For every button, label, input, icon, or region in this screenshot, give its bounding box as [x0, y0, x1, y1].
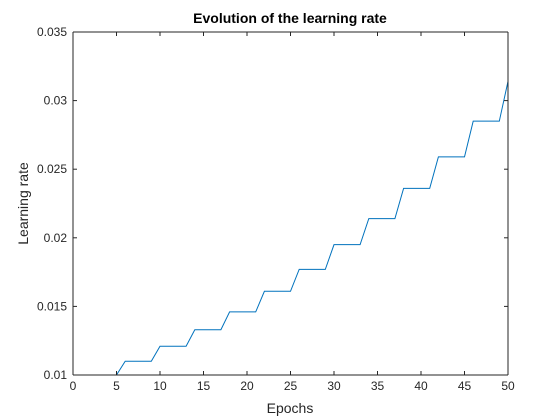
x-tick-label: 50	[501, 379, 515, 393]
y-tick-label: 0.01	[44, 368, 68, 382]
y-tick-label: 0.02	[44, 231, 68, 245]
y-axis-label: Learning rate	[15, 162, 31, 245]
chart-title: Evolution of the learning rate	[193, 10, 387, 26]
y-tick-label: 0.025	[37, 162, 67, 176]
plot-area	[73, 32, 508, 375]
x-tick-label: 40	[414, 379, 428, 393]
y-tick-label: 0.03	[44, 94, 68, 108]
x-tick-label: 0	[70, 379, 77, 393]
x-tick-label: 30	[327, 379, 341, 393]
y-tick-label: 0.035	[37, 25, 67, 39]
x-tick-label: 5	[113, 379, 120, 393]
x-tick-label: 15	[197, 379, 211, 393]
y-tick-label: 0.015	[37, 299, 67, 313]
series-layer	[81, 81, 509, 376]
x-axis-label: Epochs	[267, 400, 314, 416]
x-tick-label: 45	[458, 379, 472, 393]
ticks-layer: 0 5 10 15 20 25 30 35 40 45 50 0.01 0.015 0.02 0.025 0.…	[37, 25, 515, 393]
learning-rate-line	[81, 81, 509, 376]
x-tick-label: 20	[240, 379, 254, 393]
x-tick-label: 25	[284, 379, 298, 393]
x-tick-label: 10	[153, 379, 167, 393]
x-tick-label: 35	[371, 379, 385, 393]
